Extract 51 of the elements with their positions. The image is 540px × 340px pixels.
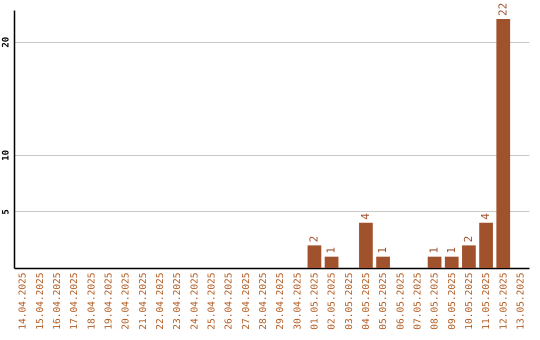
x-tick-label: 17.04.2025 — [69, 272, 80, 330]
x-tick-label: 23.04.2025 — [172, 272, 184, 330]
x-tick-label: 13.05.2025 — [515, 272, 526, 330]
x-tick-label: 28.04.2025 — [258, 272, 269, 330]
x-tick-label: 01.05.2025 — [309, 272, 320, 330]
data-label: 4 — [479, 212, 492, 220]
data-label: 22 — [496, 2, 510, 16]
x-tick-label: 07.05.2025 — [412, 272, 424, 330]
x-tick-label: 11.05.2025 — [481, 272, 492, 330]
x-tick-label: 10.05.2025 — [464, 272, 475, 330]
bar — [324, 256, 338, 268]
data-label: 4 — [358, 212, 372, 220]
x-tick-label: 12.05.2025 — [498, 272, 510, 330]
x-tick-label: 03.05.2025 — [344, 272, 355, 330]
x-tick-label: 14.04.2025 — [18, 272, 29, 330]
bar — [462, 245, 476, 268]
x-tick-label: 09.05.2025 — [446, 272, 458, 330]
data-label: 1 — [444, 247, 458, 254]
x-tick-label: 26.04.2025 — [224, 272, 235, 330]
bar — [444, 256, 459, 268]
data-label: 1 — [428, 247, 441, 254]
x-tick-label: 16.04.2025 — [52, 272, 63, 330]
y-tick-label: 10 — [2, 150, 12, 161]
x-tick-label: 30.04.2025 — [292, 272, 304, 330]
x-tick-label: 20.04.2025 — [120, 272, 132, 330]
x-tick-label: 22.04.2025 — [154, 272, 166, 330]
bar — [428, 256, 442, 268]
data-label: 1 — [376, 247, 390, 254]
x-tick-label: 27.04.2025 — [240, 272, 252, 330]
x-tick-label: 24.04.2025 — [189, 272, 200, 330]
y-tick-label: 20 — [2, 36, 12, 48]
x-tick-label: 19.04.2025 — [103, 272, 114, 330]
bar — [496, 19, 510, 268]
x-tick-label: 18.04.2025 — [86, 272, 98, 330]
x-tick-label: 05.05.2025 — [378, 272, 390, 330]
x-tick-label: 08.05.2025 — [430, 272, 441, 330]
x-tick-label: 25.04.2025 — [206, 272, 218, 330]
x-tick-label: 02.05.2025 — [326, 272, 338, 330]
bar — [308, 245, 322, 268]
data-label: 2 — [462, 236, 475, 242]
bar — [479, 222, 493, 268]
x-tick-label: 21.04.2025 — [138, 272, 149, 330]
bar — [376, 256, 390, 268]
x-tick-label: 15.04.2025 — [34, 272, 46, 330]
data-label: 1 — [324, 247, 338, 254]
x-tick-label: 04.05.2025 — [360, 272, 372, 330]
x-tick-label: 06.05.2025 — [395, 272, 406, 330]
y-tick-label: 5 — [2, 209, 12, 215]
bar — [359, 222, 373, 268]
data-label: 2 — [307, 236, 320, 242]
x-tick-label: 29.04.2025 — [275, 272, 286, 330]
